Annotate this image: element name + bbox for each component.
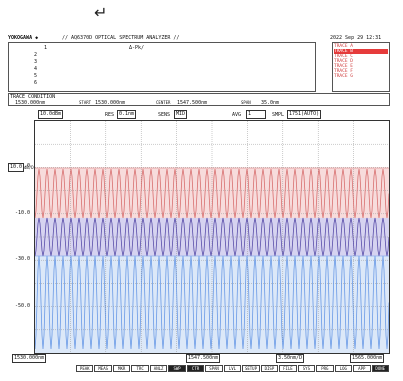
trace-red — [35, 168, 389, 219]
spectrum-graph[interactable] — [34, 120, 390, 354]
span-per-div-value: 3.50nm/D — [278, 355, 303, 361]
datetime: 2022 Sep 29 12:31 — [330, 35, 382, 41]
span-per-div-readout[interactable]: 3.50nm/D — [276, 354, 305, 363]
marker-row-5[interactable]: 5 — [34, 73, 38, 79]
trace-list[interactable]: TRACE A TRACE B TRACE C TRACE D TRACE E TRACE… — [332, 42, 390, 92]
y-axis: 10.0 -10.0 -30.0 -50.0 — [0, 120, 34, 354]
spectrum-plot — [35, 121, 389, 353]
stop-readout-value: 1565.000nm — [352, 355, 383, 361]
start-value: 1530.000nm — [95, 100, 126, 106]
soft-key-anlz[interactable]: ANLZ — [149, 365, 168, 372]
sensitivity-value: MID — [176, 111, 186, 117]
span-label: SPAN — [241, 100, 251, 105]
sampling-value: 1751(AUTO) — [289, 111, 320, 117]
center-readout-value: 1547.500nm — [188, 355, 219, 361]
soft-key-disp[interactable]: DISP — [260, 365, 279, 372]
resolution-value: 0.1nm — [119, 111, 135, 117]
y-tick-label: -30.0 — [14, 256, 30, 263]
resolution-label: RES — [105, 112, 115, 118]
soft-key-sys[interactable]: SYS — [297, 365, 316, 372]
center-value: 1547.500nm — [177, 100, 208, 106]
soft-key-lvl[interactable]: LVL — [223, 365, 242, 372]
soft-key-app[interactable]: APP — [353, 365, 371, 372]
sensitivity-label: SENS — [158, 112, 171, 118]
soft-key-mkr[interactable]: MKR — [112, 365, 131, 372]
trace-blue — [35, 255, 389, 350]
soft-key-log[interactable]: LOG — [334, 365, 353, 372]
marker-row-6[interactable]: 6 — [34, 80, 38, 86]
trace-condition-label: TRACE CONDITION — [10, 94, 56, 100]
marker-row-3[interactable]: 3 — [34, 59, 38, 65]
average-label: AVG — [232, 112, 242, 118]
soft-key-done[interactable]: DONE — [371, 365, 389, 372]
scale-unit: dB/D — [24, 165, 34, 170]
scale-box[interactable]: 10.0 — [8, 163, 25, 172]
marker-row-2[interactable]: 2 — [34, 52, 38, 58]
center-readout[interactable]: 1547.500nm — [186, 354, 221, 363]
trace-item[interactable]: TRACE B — [334, 49, 388, 54]
start-wavelength-value: 1530.000nm — [15, 100, 46, 106]
average-value: 1 — [248, 111, 252, 117]
average-box[interactable]: 1 — [246, 110, 266, 119]
reference-level-box[interactable]: 10.0dBm — [38, 110, 64, 119]
y-tick-label: -10.0 — [14, 209, 30, 216]
sampling-label: SMPL — [272, 112, 285, 118]
trace-item[interactable]: TRACE D — [334, 59, 353, 64]
soft-key-trc[interactable]: TRC — [131, 365, 149, 372]
trace-item[interactable]: TRACE C — [334, 54, 353, 59]
soft-key-prg[interactable]: PRG — [316, 365, 334, 372]
soft-key-meas[interactable]: MEAS — [94, 365, 112, 372]
start-readout[interactable]: 1530.000nm — [12, 354, 47, 363]
trace-condition-panel: TRACE CONDITION 1530.000nm START 1530.00… — [8, 93, 390, 106]
sampling-box[interactable]: 1751(AUTO) — [287, 110, 322, 119]
soft-key-bar: PEAK MEAS MKR TRC ANLZ SWP CTR SPAN LVL SETUP DISP… — [76, 365, 390, 373]
trace-purple — [35, 217, 389, 257]
trace-item[interactable]: TRACE F — [334, 69, 353, 74]
resolution-box[interactable]: 0.1nm — [117, 110, 137, 119]
return-icon[interactable]: ↵ — [94, 3, 108, 22]
soft-key-setup[interactable]: SETUP — [242, 365, 260, 372]
soft-key-ctr[interactable]: CTR — [186, 365, 205, 372]
stop-readout[interactable]: 1565.000nm — [350, 354, 385, 363]
brand-logo: YOKOGAWA ◆ — [8, 35, 39, 41]
trace-item[interactable]: TRACE A — [334, 44, 353, 49]
span-value: 35.0nm — [261, 100, 280, 106]
y-tick-label: -50.0 — [14, 302, 30, 309]
soft-key-file[interactable]: FILE — [279, 365, 297, 372]
soft-key-peak[interactable]: PEAK — [76, 365, 94, 372]
soft-key-span[interactable]: SPAN — [205, 365, 223, 372]
start-readout-value: 1530.000nm — [14, 355, 45, 361]
reference-level-value: 10.0dBm — [40, 111, 62, 117]
sensitivity-box[interactable]: MID — [174, 110, 188, 119]
center-label: CENTER — [156, 100, 171, 105]
marker-row-4[interactable]: 4 — [34, 66, 38, 72]
start-label: START — [79, 100, 92, 105]
instrument-title: // AQ6370D OPTICAL SPECTRUM ANALYZER // — [62, 35, 180, 41]
trace-item[interactable]: TRACE G — [334, 74, 353, 79]
marker-row-1[interactable]: 1 — [44, 45, 48, 51]
marker-column-label: Δ-Pk/ — [129, 45, 145, 51]
scale-value: 10.0 — [10, 164, 23, 170]
trace-item[interactable]: TRACE E — [334, 64, 353, 69]
soft-key-swp[interactable]: SWP — [168, 365, 186, 372]
